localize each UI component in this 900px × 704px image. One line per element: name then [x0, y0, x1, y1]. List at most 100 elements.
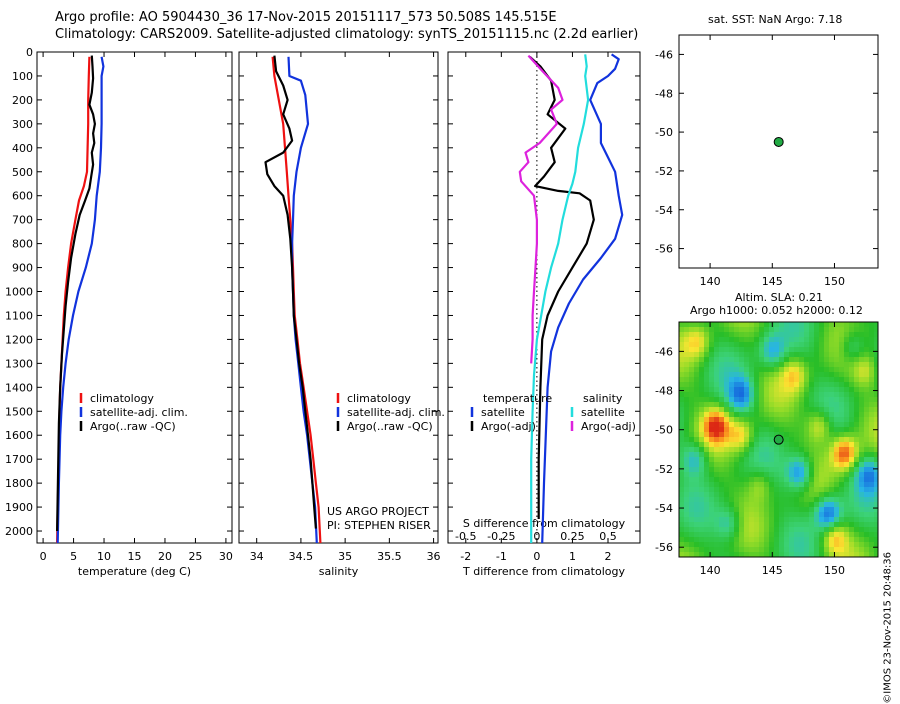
sla-cell [789, 542, 794, 547]
legend-title-temperature: temperature [483, 392, 552, 405]
series-temperature-climatology [56, 56, 91, 544]
sla-cell [719, 357, 724, 362]
sla-cell [859, 487, 864, 492]
depth-tick-label: 800 [12, 238, 33, 251]
sla-cell [749, 397, 754, 402]
sla-cell [724, 532, 729, 537]
sla-cell [689, 532, 694, 537]
sla-cell [724, 452, 729, 457]
sla-cell [864, 507, 869, 512]
sla-cell [714, 357, 719, 362]
sla-cell [704, 427, 709, 432]
sla-cell [779, 407, 784, 412]
profile-title: Argo profile: AO 5904430_36 17-Nov-2015 … [55, 10, 557, 25]
sla-cell [769, 347, 774, 352]
sla-cell [864, 352, 869, 357]
sla-cell [789, 407, 794, 412]
sla-cell [809, 352, 814, 357]
sla-cell [774, 362, 779, 367]
sla-cell [839, 547, 844, 552]
sla-cell [799, 322, 804, 327]
sla-cell [849, 497, 854, 502]
sla-cell [814, 352, 819, 357]
sla-cell [794, 417, 799, 422]
sla-cell [709, 552, 714, 557]
sla-cell [699, 402, 704, 407]
sla-cell [874, 442, 878, 447]
sla-cell [719, 542, 724, 547]
sla-cell [714, 487, 719, 492]
sla-cell [774, 382, 779, 387]
sla-cell [744, 417, 749, 422]
sla-cell [839, 472, 844, 477]
sla-cell [859, 437, 864, 442]
sla-cell [814, 522, 819, 527]
sla-cell [824, 507, 829, 512]
sla-cell [789, 382, 794, 387]
sla-cell [824, 532, 829, 537]
sla-cell [679, 332, 684, 337]
sla-cell [769, 502, 774, 507]
sla-cell [779, 497, 784, 502]
sla-cell [844, 377, 849, 382]
sla-cell [809, 427, 814, 432]
sla-cell [744, 332, 749, 337]
sla-cell [869, 377, 874, 382]
sla-cell [699, 322, 704, 327]
sla-cell [784, 402, 789, 407]
sla-cell [764, 407, 769, 412]
sla-cell [749, 372, 754, 377]
sla-cell [854, 352, 859, 357]
series-salinity-climatology [271, 56, 322, 544]
sla-cell [844, 397, 849, 402]
series-salinity-satellite [530, 54, 590, 543]
sla-cell [749, 542, 754, 547]
sla-cell [869, 552, 874, 557]
sla-cell [749, 457, 754, 462]
sla-cell [684, 482, 689, 487]
sla-cell [779, 472, 784, 477]
sla-cell [874, 502, 878, 507]
sla-cell [699, 417, 704, 422]
sla-cell [839, 492, 844, 497]
sla-cell [689, 507, 694, 512]
sla-cell [759, 542, 764, 547]
sla-cell [864, 552, 869, 557]
sla-cell [814, 527, 819, 532]
sla-cell [689, 487, 694, 492]
sla-cell [729, 332, 734, 337]
sla-title: Altim. SLA: 0.21 [735, 291, 824, 304]
sla-cell [759, 357, 764, 362]
sla-cell [769, 452, 774, 457]
sla-cell [799, 497, 804, 502]
sla-cell [759, 427, 764, 432]
sla-cell [844, 432, 849, 437]
sla-cell [814, 532, 819, 537]
sla-cell [709, 492, 714, 497]
sla-cell [874, 507, 878, 512]
sla-cell [734, 437, 739, 442]
sla-x-tick-label: 140 [700, 564, 721, 577]
sla-cell [819, 442, 824, 447]
sla-cell [764, 352, 769, 357]
sla-cell [829, 347, 834, 352]
sla-cell [864, 437, 869, 442]
sla-cell [724, 487, 729, 492]
sla-cell [799, 482, 804, 487]
sla-cell [794, 372, 799, 377]
sla-cell [724, 397, 729, 402]
sla-cell [759, 327, 764, 332]
sla-cell [709, 367, 714, 372]
sla-cell [749, 502, 754, 507]
sla-cell [759, 482, 764, 487]
sla-cell [719, 417, 724, 422]
sla-cell [799, 527, 804, 532]
sla-cell [714, 417, 719, 422]
sla-cell [744, 322, 749, 327]
sla-cell [779, 482, 784, 487]
sla-cell [719, 522, 724, 527]
sla-cell [819, 502, 824, 507]
sla-cell [814, 487, 819, 492]
sla-cell [774, 322, 779, 327]
sla-cell [749, 412, 754, 417]
